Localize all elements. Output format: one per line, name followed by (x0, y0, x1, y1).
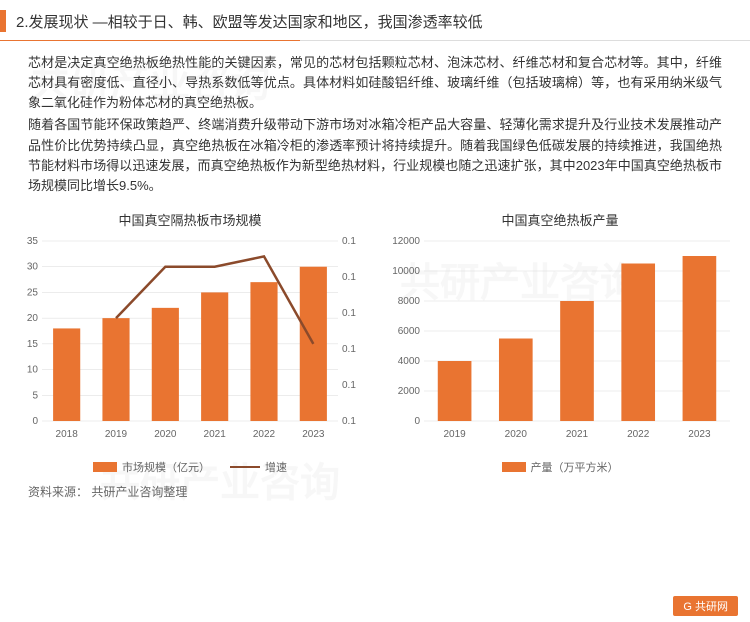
charts-row: 中国真空隔热板市场规模 0 5 10 15 20 25 30 35 0.1 0.1 0.1 0.1 0.… (0, 206, 750, 475)
svg-text:5: 5 (32, 390, 38, 401)
svg-text:2000: 2000 (398, 386, 421, 397)
svg-text:25: 25 (27, 287, 39, 298)
svg-text:0: 0 (32, 416, 38, 427)
svg-text:20: 20 (27, 313, 39, 324)
svg-text:15: 15 (27, 339, 39, 350)
svg-text:2023: 2023 (688, 429, 711, 440)
svg-text:2022: 2022 (253, 429, 276, 440)
chart1-legend: 市场规模（亿元） 增速 (10, 459, 370, 475)
svg-text:0.1: 0.1 (342, 416, 356, 427)
svg-text:0.1: 0.1 (342, 380, 356, 391)
svg-text:10: 10 (27, 365, 39, 376)
chart-market-size: 中国真空隔热板市场规模 0 5 10 15 20 25 30 35 0.1 0.1 0.1 0.1 0.… (10, 210, 370, 475)
footer-badge: G 共研网 (673, 596, 738, 616)
source-label: 资料来源： (28, 485, 88, 499)
legend-bar2: 产量（万平方米） (502, 459, 619, 475)
svg-text:2019: 2019 (105, 429, 128, 440)
legend-bar-swatch (93, 462, 117, 472)
source-row: 资料来源： 共研产业咨询整理 (0, 475, 750, 508)
chart1-svg: 0 5 10 15 20 25 30 35 0.1 0.1 0.1 0.1 0.1 0.1 2018 2019… (10, 233, 370, 443)
svg-text:2018: 2018 (56, 429, 79, 440)
svg-text:6000: 6000 (398, 326, 421, 337)
svg-text:12000: 12000 (392, 236, 420, 247)
svg-text:8000: 8000 (398, 296, 421, 307)
svg-text:35: 35 (27, 236, 39, 247)
legend-bar2-label: 产量（万平方米） (531, 459, 619, 475)
legend-bar-label: 市场规模（亿元） (122, 459, 210, 475)
source-value: 共研产业咨询整理 (91, 485, 187, 499)
chart2-legend: 产量（万平方米） (380, 459, 740, 475)
svg-text:2023: 2023 (302, 429, 325, 440)
section-header: 2.发展现状 —相较于日、韩、欧盟等发达国家和地区，我国渗透率较低 (0, 0, 750, 40)
svg-text:2019: 2019 (443, 429, 466, 440)
paragraph-1: 芯材是决定真空绝热板绝热性能的关键因素，常见的芯材包括颗粒芯材、泡沫芯材、纤维芯… (28, 53, 722, 113)
svg-text:2020: 2020 (505, 429, 528, 440)
svg-text:2022: 2022 (627, 429, 650, 440)
legend-line: 增速 (230, 459, 287, 475)
svg-text:0.1: 0.1 (342, 272, 356, 283)
svg-text:30: 30 (27, 262, 39, 273)
section-title: 2.发展现状 —相较于日、韩、欧盟等发达国家和地区，我国渗透率较低 (16, 11, 483, 32)
legend-line-label: 增速 (265, 459, 287, 475)
svg-text:0.1: 0.1 (342, 236, 356, 247)
body-text: 芯材是决定真空绝热板绝热性能的关键因素，常见的芯材包括颗粒芯材、泡沫芯材、纤维芯… (0, 41, 750, 206)
svg-text:2021: 2021 (204, 429, 227, 440)
legend-line-swatch (230, 466, 260, 468)
paragraph-2: 随着各国节能环保政策趋严、终端消费升级带动下游市场对冰箱冷柜产品大容量、轻薄化需… (28, 115, 722, 196)
svg-text:0: 0 (414, 416, 420, 427)
svg-text:2021: 2021 (566, 429, 589, 440)
chart2-title: 中国真空绝热板产量 (380, 210, 740, 229)
chart1-title: 中国真空隔热板市场规模 (10, 210, 370, 229)
svg-text:0.1: 0.1 (342, 308, 356, 319)
accent-bar (0, 10, 6, 32)
legend-bar2-swatch (502, 462, 526, 472)
svg-text:4000: 4000 (398, 356, 421, 367)
legend-bar: 市场规模（亿元） (93, 459, 210, 475)
svg-text:10000: 10000 (392, 266, 420, 277)
chart2-svg: 0 2000 4000 6000 8000 10000 12000 2019 2020 2021 2… (380, 233, 740, 443)
svg-text:2020: 2020 (154, 429, 177, 440)
chart-output: 中国真空绝热板产量 0 2000 4000 6000 8000 10000 12000 201… (380, 210, 740, 475)
svg-text:0.1: 0.1 (342, 344, 356, 355)
